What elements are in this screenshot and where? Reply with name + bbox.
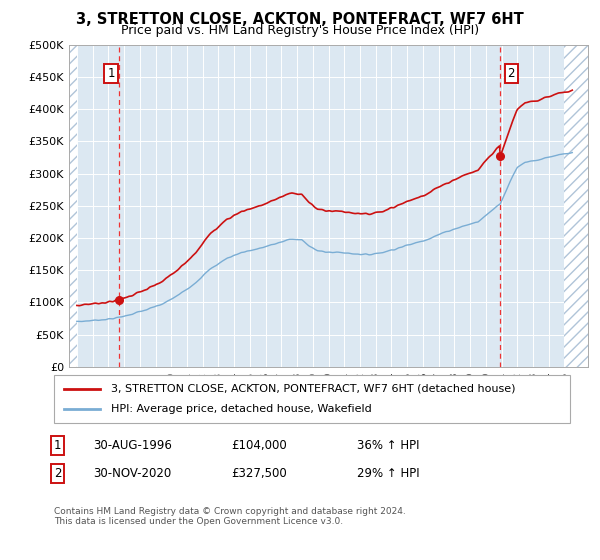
Text: 30-AUG-1996: 30-AUG-1996 [93,438,172,452]
Text: HPI: Average price, detached house, Wakefield: HPI: Average price, detached house, Wake… [111,404,371,414]
Text: 2: 2 [54,466,62,480]
Bar [69,45,77,367]
Text: £327,500: £327,500 [231,466,287,480]
Text: 1: 1 [54,438,62,452]
Text: Price paid vs. HM Land Registry's House Price Index (HPI): Price paid vs. HM Land Registry's House … [121,24,479,36]
Text: 30-NOV-2020: 30-NOV-2020 [93,466,171,480]
Bar [565,45,588,367]
Text: 1: 1 [107,67,115,80]
Text: 3, STRETTON CLOSE, ACKTON, PONTEFRACT, WF7 6HT (detached house): 3, STRETTON CLOSE, ACKTON, PONTEFRACT, W… [111,384,515,394]
Text: 29% ↑ HPI: 29% ↑ HPI [357,466,419,480]
Text: 2: 2 [508,67,515,80]
FancyBboxPatch shape [54,375,570,423]
Text: Contains HM Land Registry data © Crown copyright and database right 2024.
This d: Contains HM Land Registry data © Crown c… [54,507,406,526]
Text: 36% ↑ HPI: 36% ↑ HPI [357,438,419,452]
Text: £104,000: £104,000 [231,438,287,452]
Text: 3, STRETTON CLOSE, ACKTON, PONTEFRACT, WF7 6HT: 3, STRETTON CLOSE, ACKTON, PONTEFRACT, W… [76,12,524,27]
